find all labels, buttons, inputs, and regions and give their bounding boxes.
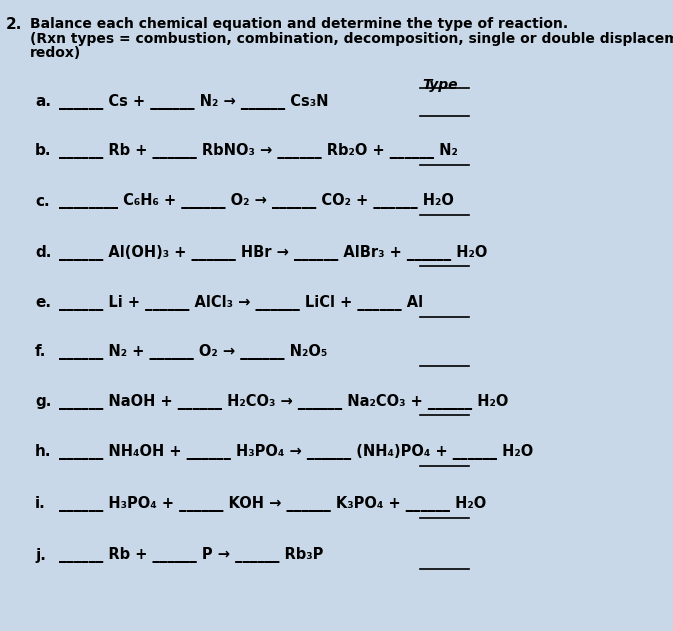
Text: d.: d.	[35, 245, 51, 260]
Text: redox): redox)	[30, 46, 81, 60]
Text: e.: e.	[35, 295, 51, 310]
Text: c.: c.	[35, 194, 50, 209]
Text: g.: g.	[35, 394, 51, 409]
Text: ______ N₂ + ______ O₂ → ______ N₂O₅: ______ N₂ + ______ O₂ → ______ N₂O₅	[59, 344, 328, 360]
Text: ______ Li + ______ AlCl₃ → ______ LiCl + ______ Al: ______ Li + ______ AlCl₃ → ______ LiCl +…	[59, 295, 423, 311]
Text: ______ Al(OH)₃ + ______ HBr → ______ AlBr₃ + ______ H₂O: ______ Al(OH)₃ + ______ HBr → ______ AlB…	[59, 245, 487, 261]
Text: Balance each chemical equation and determine the type of reaction.: Balance each chemical equation and deter…	[30, 17, 569, 31]
Text: (Rxn types = combustion, combination, decomposition, single or double displaceme: (Rxn types = combustion, combination, de…	[30, 32, 673, 45]
Text: j.: j.	[35, 548, 46, 563]
Text: i.: i.	[35, 497, 46, 512]
Text: ______ Rb + ______ RbNO₃ → ______ Rb₂O + ______ N₂: ______ Rb + ______ RbNO₃ → ______ Rb₂O +…	[59, 143, 458, 159]
Text: h.: h.	[35, 444, 52, 459]
Text: a.: a.	[35, 95, 51, 109]
Text: ______ NH₄OH + ______ H₃PO₄ → ______ (NH₄)PO₄ + ______ H₂O: ______ NH₄OH + ______ H₃PO₄ → ______ (NH…	[59, 444, 533, 460]
Text: ______ H₃PO₄ + ______ KOH → ______ K₃PO₄ + ______ H₂O: ______ H₃PO₄ + ______ KOH → ______ K₃PO₄…	[59, 496, 487, 512]
Text: Type: Type	[422, 78, 458, 92]
Text: 2.: 2.	[6, 17, 23, 32]
Text: ______ Cs + ______ N₂ → ______ Cs₃N: ______ Cs + ______ N₂ → ______ Cs₃N	[59, 94, 328, 110]
Text: f.: f.	[35, 345, 46, 360]
Text: ________ C₆H₆ + ______ O₂ → ______ CO₂ + ______ H₂O: ________ C₆H₆ + ______ O₂ → ______ CO₂ +…	[59, 193, 454, 209]
Text: ______ Rb + ______ P → ______ Rb₃P: ______ Rb + ______ P → ______ Rb₃P	[59, 548, 324, 563]
Text: b.: b.	[35, 143, 52, 158]
Text: ______ NaOH + ______ H₂CO₃ → ______ Na₂CO₃ + ______ H₂O: ______ NaOH + ______ H₂CO₃ → ______ Na₂C…	[59, 394, 508, 410]
